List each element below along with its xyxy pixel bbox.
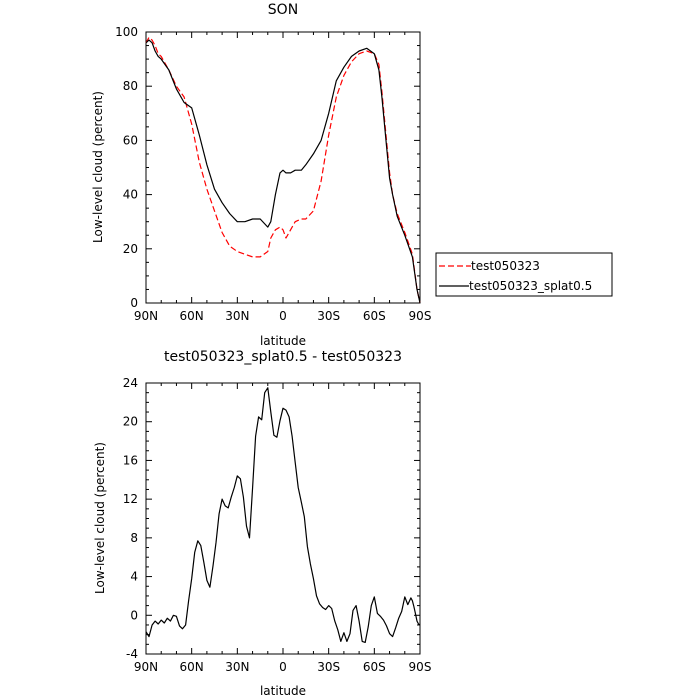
- bottom-y-axis-label: Low-level cloud (percent): [93, 442, 107, 594]
- bottom-chart-title: test050323_splat0.5 - test050323: [164, 349, 402, 365]
- legend-label-test050323-splat0.5: test050323_splat0.5: [469, 279, 592, 293]
- top-y-axis-label: Low-level cloud (percent): [91, 91, 105, 243]
- top-chart-title: SON: [268, 2, 298, 18]
- bottom-x-tick-label: 90S: [409, 660, 432, 674]
- bottom-y-tick-label: 16: [123, 453, 138, 467]
- top-x-tick-label: 60S: [363, 309, 386, 323]
- top-y-tick-label: 20: [123, 242, 138, 256]
- top-y-tick-label: 60: [123, 133, 138, 147]
- top-x-tick-label: 90S: [409, 309, 432, 323]
- legend-label-test050323: test050323: [471, 259, 540, 273]
- bottom-y-tick-label: 24: [123, 376, 138, 390]
- bottom-x-tick-label: 0: [279, 660, 287, 674]
- top-x-tick-label: 0: [279, 309, 287, 323]
- top-panel: SON latitude Low-level cloud (percent) 9…: [91, 2, 613, 348]
- bottom-y-tick-label: -4: [126, 647, 138, 661]
- top-y-tick-label: 0: [130, 296, 138, 310]
- top-series-group: [145, 36, 421, 304]
- bottom-y-tick-label: 8: [130, 531, 138, 545]
- bottom-series-line-0: [145, 387, 421, 644]
- bottom-x-tick-label: 60S: [363, 660, 386, 674]
- top-y-tick-label: 100: [115, 25, 138, 39]
- legend: test050323 test050323_splat0.5: [435, 252, 613, 297]
- bottom-x-tick-label: 60N: [180, 660, 204, 674]
- top-x-tick-label: 30S: [317, 309, 340, 323]
- bottom-x-tick-label: 30N: [225, 660, 249, 674]
- top-series-line-1: [145, 39, 421, 304]
- bottom-axis-ticks: 90N 60N 30N 0 30S 60S 90S -4 0 4 8 12 16 20 24: [123, 376, 432, 674]
- bottom-x-tick-label: 90N: [134, 660, 158, 674]
- bottom-series-group: [145, 387, 421, 644]
- bottom-x-axis-label: latitude: [260, 684, 306, 698]
- bottom-x-tick-label: 30S: [317, 660, 340, 674]
- top-y-tick-label: 80: [123, 79, 138, 93]
- top-x-tick-label: 30N: [225, 309, 249, 323]
- bottom-panel: test050323_splat0.5 - test050323 latitud…: [93, 349, 431, 698]
- bottom-y-tick-label: 20: [123, 415, 138, 429]
- top-x-tick-label: 60N: [180, 309, 204, 323]
- bottom-y-tick-label: 4: [130, 570, 138, 584]
- top-y-tick-label: 40: [123, 188, 138, 202]
- legend-box: [435, 252, 613, 297]
- top-axis-ticks: 90N 60N 30N 0 30S 60S 90S 0 20 40 60 80 100: [115, 25, 431, 323]
- top-x-tick-label: 90N: [134, 309, 158, 323]
- bottom-y-tick-label: 12: [123, 492, 138, 506]
- bottom-y-tick-label: 0: [130, 608, 138, 622]
- top-x-axis-label: latitude: [260, 334, 306, 348]
